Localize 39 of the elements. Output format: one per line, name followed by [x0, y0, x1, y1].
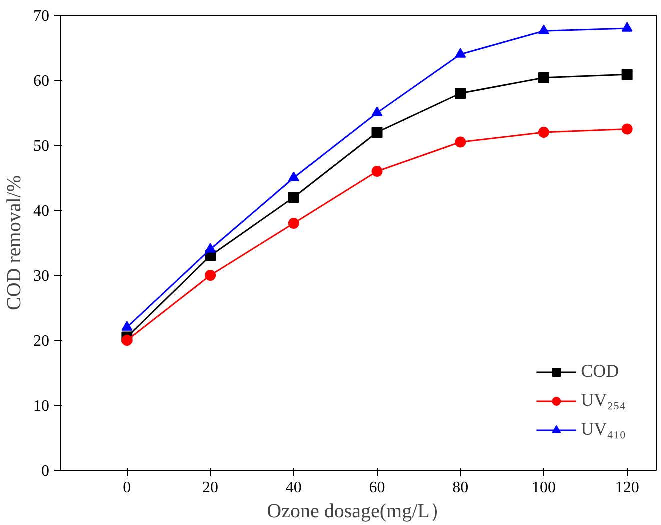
- x-tick-label: 40: [286, 480, 302, 496]
- point: [622, 69, 633, 80]
- legend-label: COD: [581, 361, 620, 382]
- point: [622, 22, 633, 32]
- y-axis-title: COD removal/%: [4, 176, 26, 310]
- y-tick-label: 40: [34, 203, 50, 220]
- point: [622, 124, 633, 135]
- x-tick-label: 0: [123, 480, 132, 496]
- x-tick-label: 120: [615, 480, 640, 496]
- point: [455, 136, 466, 148]
- point: [372, 106, 383, 116]
- legend-label: UV₄₁₀: [581, 419, 626, 440]
- point: [288, 218, 300, 229]
- x-tick-label: 100: [532, 480, 556, 496]
- x-axis-title: Ozone dosage(mg/L）: [267, 500, 450, 522]
- point: [205, 243, 216, 253]
- point: [372, 166, 383, 177]
- legend-label: UV₂₅₄: [581, 390, 626, 411]
- point: [122, 321, 133, 331]
- point: [455, 48, 466, 58]
- point: [288, 172, 300, 182]
- y-tick-label: 50: [34, 138, 50, 155]
- point: [455, 88, 466, 99]
- y-tick-label: 10: [34, 398, 50, 415]
- y-tick-label: 0: [42, 463, 50, 480]
- point: [538, 24, 550, 34]
- point: [538, 127, 550, 138]
- point: [288, 192, 300, 203]
- y-tick-label: 60: [34, 73, 50, 90]
- y-tick-label: 70: [34, 8, 50, 25]
- y-tick-label: 20: [34, 333, 50, 350]
- x-tick-label: 20: [202, 480, 219, 496]
- x-tick-label: 60: [369, 480, 386, 496]
- x-tick-label: 80: [452, 480, 469, 496]
- point: [538, 72, 550, 84]
- y-tick-label: 30: [34, 268, 50, 285]
- point: [372, 127, 383, 138]
- point: [205, 270, 216, 281]
- point: [122, 335, 133, 346]
